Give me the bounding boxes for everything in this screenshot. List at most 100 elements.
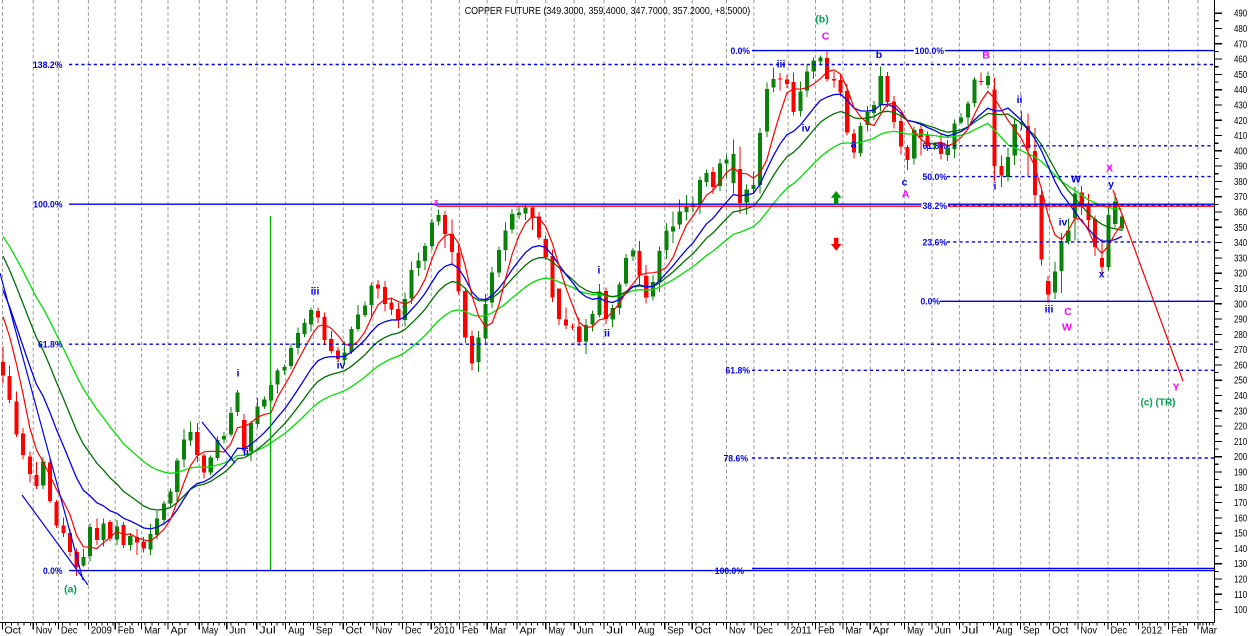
svg-text:Mar: Mar — [490, 626, 507, 636]
svg-text:470: 470 — [1234, 39, 1248, 50]
svg-text:0.0%: 0.0% — [43, 566, 63, 577]
svg-text:Sep: Sep — [316, 626, 333, 636]
svg-text:i: i — [598, 265, 601, 277]
svg-text:C: C — [822, 31, 830, 43]
svg-text:240: 240 — [1234, 391, 1248, 402]
svg-text:x: x — [1099, 268, 1105, 280]
svg-text:Mar: Mar — [144, 626, 161, 636]
svg-text:Jul: Jul — [962, 626, 979, 636]
svg-text:Oct: Oct — [1052, 626, 1069, 636]
svg-text:100: 100 — [1234, 605, 1248, 616]
svg-text:160: 160 — [1234, 513, 1248, 524]
svg-text:Mar: Mar — [1201, 626, 1218, 636]
svg-text:320: 320 — [1234, 269, 1248, 280]
svg-text:78.6%: 78.6% — [724, 453, 749, 464]
svg-text:100.0%: 100.0% — [715, 566, 745, 577]
svg-text:200: 200 — [1234, 452, 1248, 463]
svg-text:350: 350 — [1234, 223, 1248, 234]
svg-text:2012: 2012 — [1141, 626, 1162, 636]
svg-text:Dec: Dec — [61, 626, 78, 636]
svg-text:Feb: Feb — [118, 626, 135, 636]
svg-text:430: 430 — [1234, 101, 1248, 112]
svg-text:280: 280 — [1234, 330, 1248, 341]
svg-text:May: May — [907, 626, 924, 636]
svg-text:190: 190 — [1234, 468, 1248, 479]
svg-text:(b): (b) — [815, 14, 828, 26]
svg-text:370: 370 — [1234, 192, 1248, 203]
svg-text:Dec: Dec — [756, 626, 773, 636]
svg-text:Jun: Jun — [229, 626, 246, 636]
svg-text:450: 450 — [1234, 70, 1248, 81]
svg-text:23.6%: 23.6% — [923, 237, 948, 248]
svg-text:380: 380 — [1234, 177, 1248, 188]
svg-text:c: c — [902, 177, 908, 189]
svg-text:Apr: Apr — [520, 626, 537, 636]
svg-text:Oct: Oct — [5, 626, 22, 636]
svg-text:Feb: Feb — [818, 626, 835, 636]
svg-text:Apr: Apr — [171, 626, 188, 636]
svg-text:480: 480 — [1234, 24, 1248, 35]
svg-text:61.8%: 61.8% — [726, 366, 751, 377]
svg-text:138.2%: 138.2% — [33, 60, 63, 71]
svg-text:iv: iv — [802, 123, 811, 135]
svg-text:100.0%: 100.0% — [915, 46, 945, 57]
svg-text:iv: iv — [1059, 217, 1068, 229]
svg-text:270: 270 — [1234, 345, 1248, 356]
svg-text:Dec: Dec — [1111, 626, 1128, 636]
svg-text:X: X — [1106, 163, 1113, 175]
svg-text:Nov: Nov — [36, 626, 53, 636]
svg-text:2010: 2010 — [434, 626, 455, 636]
svg-text:400: 400 — [1234, 146, 1248, 157]
svg-text:230: 230 — [1234, 406, 1248, 417]
svg-text:iii: iii — [1045, 304, 1054, 316]
svg-text:Nov: Nov — [729, 626, 746, 636]
svg-text:Sep: Sep — [1023, 626, 1040, 636]
svg-text:Jul: Jul — [607, 626, 624, 636]
svg-text:B: B — [982, 50, 990, 62]
svg-text:0.0%: 0.0% — [731, 46, 751, 57]
svg-text:180: 180 — [1234, 483, 1248, 494]
svg-text:y: y — [1108, 179, 1114, 191]
svg-text:150: 150 — [1234, 529, 1248, 540]
svg-text:420: 420 — [1234, 116, 1248, 127]
svg-text:100.0%: 100.0% — [33, 199, 63, 210]
svg-text:0.0%: 0.0% — [921, 297, 941, 308]
svg-text:W: W — [1062, 321, 1072, 333]
svg-text:460: 460 — [1234, 55, 1248, 66]
svg-text:410: 410 — [1234, 131, 1248, 142]
svg-text:Jun: Jun — [935, 626, 952, 636]
svg-text:490: 490 — [1234, 9, 1248, 20]
svg-text:δ: δ — [434, 199, 439, 208]
svg-text:300: 300 — [1234, 299, 1248, 310]
svg-text:Feb: Feb — [462, 626, 479, 636]
svg-text:COPPER FUTURE (349.3000, 359.4: COPPER FUTURE (349.3000, 359.4000, 347.7… — [465, 5, 751, 17]
svg-text:360: 360 — [1234, 208, 1248, 219]
svg-text:61.8%: 61.8% — [923, 141, 948, 152]
svg-text:A: A — [902, 189, 910, 201]
svg-text:2011: 2011 — [791, 626, 812, 636]
svg-text:i: i — [237, 368, 240, 380]
svg-text:ii: ii — [1017, 94, 1023, 106]
svg-text:C: C — [1064, 306, 1072, 318]
svg-text:i: i — [994, 181, 997, 193]
svg-text:May: May — [548, 626, 565, 636]
svg-text:290: 290 — [1234, 315, 1248, 326]
svg-text:Dec: Dec — [405, 626, 422, 636]
svg-text:340: 340 — [1234, 238, 1248, 249]
svg-text:61.8%: 61.8% — [38, 340, 63, 351]
svg-text:W: W — [1071, 174, 1081, 186]
svg-text:330: 330 — [1234, 253, 1248, 264]
svg-text:Aug: Aug — [288, 626, 305, 636]
svg-text:iii: iii — [777, 59, 786, 71]
svg-text:Apr: Apr — [873, 626, 890, 636]
svg-text:250: 250 — [1234, 376, 1248, 387]
svg-text:220: 220 — [1234, 422, 1248, 433]
svg-text:Y: Y — [1172, 382, 1179, 394]
svg-text:Oct: Oct — [346, 626, 363, 636]
svg-text:(a): (a) — [64, 584, 77, 596]
svg-text:390: 390 — [1234, 162, 1248, 173]
svg-text:110: 110 — [1234, 590, 1248, 601]
svg-text:(c) (TR): (c) (TR) — [1141, 398, 1176, 409]
svg-text:ii: ii — [604, 328, 610, 340]
svg-text:170: 170 — [1234, 498, 1248, 509]
